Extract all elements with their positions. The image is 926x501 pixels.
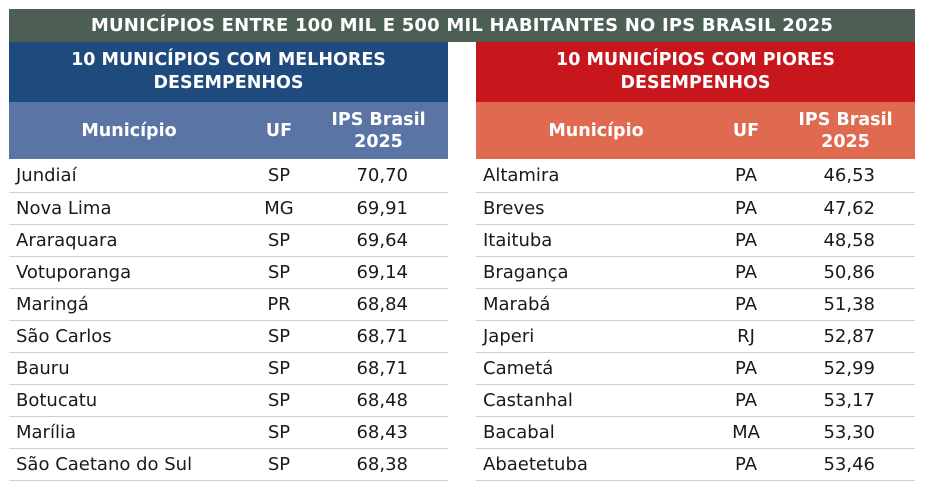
ips-value-cell: 68,71 — [356, 357, 408, 379]
column-header-municipio: Município — [81, 120, 177, 141]
column-header-municipio: Município — [548, 120, 644, 141]
municipio-cell: Botucatu — [16, 390, 98, 411]
ips-value-cell: 69,64 — [356, 229, 408, 251]
uf-cell: SP — [267, 230, 291, 251]
best-table-header: Município UF IPS Brasil 2025 — [9, 102, 448, 159]
uf-cell: SP — [267, 454, 291, 475]
table-row: Cametá PA 52,99 — [476, 353, 915, 385]
municipio-cell: Cametá — [483, 358, 554, 379]
ips-value-cell: 70,70 — [356, 164, 408, 186]
page-title: MUNICÍPIOS ENTRE 100 MIL E 500 MIL HABIT… — [9, 9, 915, 42]
uf-cell: PR — [267, 294, 291, 315]
table-row: São Caetano do Sul SP 68,38 — [9, 449, 448, 481]
ips-value-cell: 48,58 — [823, 229, 875, 251]
municipio-cell: São Caetano do Sul — [16, 454, 193, 475]
table-row: Maringá PR 68,84 — [9, 289, 448, 321]
ips-value-cell: 68,38 — [356, 453, 408, 475]
table-row: Abaetetuba PA 53,46 — [476, 449, 915, 481]
best-table-heading: 10 MUNICÍPIOS COM MELHORES DESEMPENHOS — [9, 42, 448, 102]
ips-value-cell: 69,14 — [356, 261, 408, 283]
column-header-ips: IPS Brasil 2025 — [798, 109, 893, 152]
table-row: Jundiaí SP 70,70 — [9, 159, 448, 193]
ips-value-cell: 52,87 — [823, 325, 875, 347]
municipio-cell: São Carlos — [16, 326, 112, 347]
municipio-cell: Bauru — [16, 358, 70, 379]
best-municipalities-table: 10 MUNICÍPIOS COM MELHORES DESEMPENHOS M… — [9, 42, 448, 481]
table-row: Bacabal MA 53,30 — [476, 417, 915, 449]
ips-value-cell: 46,53 — [823, 164, 875, 186]
ips-value-cell: 53,17 — [823, 389, 875, 411]
table-row: Bragança PA 50,86 — [476, 257, 915, 289]
table-row: Altamira PA 46,53 — [476, 159, 915, 193]
table-row: São Carlos SP 68,71 — [9, 321, 448, 353]
uf-cell: SP — [267, 165, 291, 186]
uf-cell: SP — [267, 326, 291, 347]
ips-value-cell: 50,86 — [823, 261, 875, 283]
column-header-uf: UF — [732, 120, 760, 141]
table-row: Breves PA 47,62 — [476, 193, 915, 225]
ips-value-cell: 53,46 — [823, 453, 875, 475]
worst-table-body: Altamira PA 46,53 Breves PA 47,62 Itaituba PA 48… — [476, 159, 915, 481]
best-table-body: Jundiaí SP 70,70 Nova Lima MG 69,91 Araraquara… — [9, 159, 448, 481]
uf-cell: SP — [267, 262, 291, 283]
uf-cell: PA — [734, 454, 758, 475]
ips-value-cell: 53,30 — [823, 421, 875, 443]
municipio-cell: Altamira — [483, 165, 560, 186]
ips-value-cell: 68,84 — [356, 293, 408, 315]
ips-value-cell: 69,91 — [356, 197, 408, 219]
uf-cell: SP — [267, 358, 291, 379]
uf-cell: PA — [734, 358, 758, 379]
municipio-cell: Japeri — [483, 326, 535, 347]
ips-value-cell: 51,38 — [823, 293, 875, 315]
worst-municipalities-table: 10 MUNICÍPIOS COM PIORES DESEMPENHOS Mun… — [476, 42, 915, 481]
municipio-cell: Nova Lima — [16, 198, 112, 219]
municipio-cell: Abaetetuba — [483, 454, 588, 475]
uf-cell: MG — [264, 198, 294, 219]
ips-value-cell: 68,71 — [356, 325, 408, 347]
municipio-cell: Jundiaí — [16, 165, 77, 186]
worst-table-heading: 10 MUNICÍPIOS COM PIORES DESEMPENHOS — [476, 42, 915, 102]
table-row: Votuporanga SP 69,14 — [9, 257, 448, 289]
ips-value-cell: 68,48 — [356, 389, 408, 411]
municipio-cell: Araraquara — [16, 230, 118, 251]
column-header-uf: UF — [265, 120, 293, 141]
uf-cell: SP — [267, 422, 291, 443]
table-row: Marabá PA 51,38 — [476, 289, 915, 321]
ips-value-cell: 47,62 — [823, 197, 875, 219]
uf-cell: PA — [734, 294, 758, 315]
municipio-cell: Marabá — [483, 294, 551, 315]
uf-cell: PA — [734, 262, 758, 283]
uf-cell: SP — [267, 390, 291, 411]
uf-cell: RJ — [737, 326, 755, 347]
ips-value-cell: 52,99 — [823, 357, 875, 379]
table-row: Marília SP 68,43 — [9, 417, 448, 449]
municipio-cell: Bragança — [483, 262, 569, 283]
municipio-cell: Itaituba — [483, 230, 553, 251]
municipio-cell: Breves — [483, 198, 545, 219]
table-row: Castanhal PA 53,17 — [476, 385, 915, 417]
municipio-cell: Marília — [16, 422, 76, 443]
table-row: Araraquara SP 69,64 — [9, 225, 448, 257]
municipio-cell: Castanhal — [483, 390, 573, 411]
table-row: Nova Lima MG 69,91 — [9, 193, 448, 225]
uf-cell: PA — [734, 198, 758, 219]
municipio-cell: Votuporanga — [16, 262, 132, 283]
column-header-ips: IPS Brasil 2025 — [331, 109, 426, 152]
table-row: Bauru SP 68,71 — [9, 353, 448, 385]
uf-cell: MA — [732, 422, 760, 443]
uf-cell: PA — [734, 165, 758, 186]
municipio-cell: Maringá — [16, 294, 89, 315]
table-row: Itaituba PA 48,58 — [476, 225, 915, 257]
uf-cell: PA — [734, 230, 758, 251]
table-row: Botucatu SP 68,48 — [9, 385, 448, 417]
worst-table-header: Município UF IPS Brasil 2025 — [476, 102, 915, 159]
ips-value-cell: 68,43 — [356, 421, 408, 443]
uf-cell: PA — [734, 390, 758, 411]
municipio-cell: Bacabal — [483, 422, 555, 443]
table-row: Japeri RJ 52,87 — [476, 321, 915, 353]
